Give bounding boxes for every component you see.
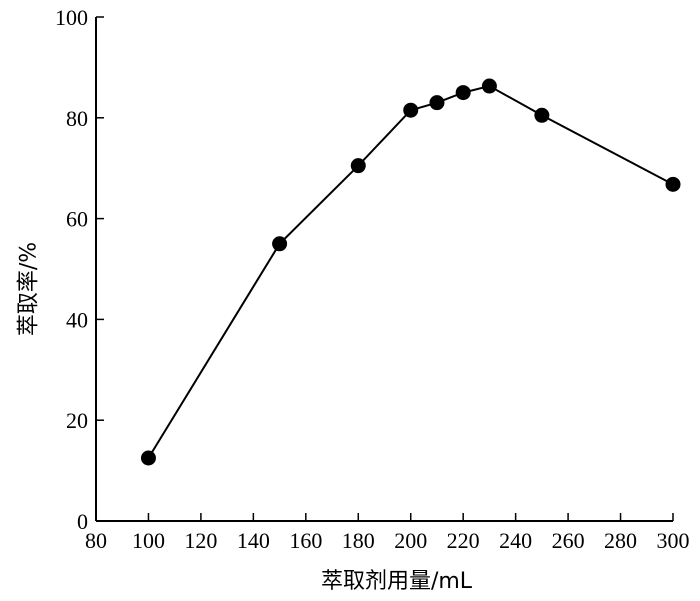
x-tick-label: 240	[499, 528, 532, 553]
x-tick-label: 260	[552, 528, 585, 553]
data-point	[140, 450, 156, 466]
series-layer	[140, 78, 681, 466]
data-point	[429, 95, 445, 111]
x-ticks: 80 100 120 140 160 180 200 220 240 260 280 300	[85, 513, 690, 553]
y-tick-label: 20	[66, 408, 88, 433]
y-tick-label: 80	[66, 106, 88, 131]
series-line	[147, 84, 674, 459]
y-ticks: 0 20 40 60 80 100	[55, 5, 104, 534]
data-point	[534, 107, 550, 123]
y-tick-label: 60	[66, 207, 88, 232]
x-tick-label: 120	[184, 528, 217, 553]
y-tick-label: 0	[77, 509, 88, 534]
data-point	[272, 236, 288, 252]
x-tick-label: 300	[657, 528, 690, 553]
x-tick-label: 200	[394, 528, 427, 553]
x-tick-label: 140	[237, 528, 270, 553]
x-tick-label: 80	[85, 528, 107, 553]
x-tick-label: 280	[604, 528, 637, 553]
x-tick-label: 180	[342, 528, 375, 553]
axes	[95, 17, 673, 522]
data-point	[481, 78, 497, 94]
x-tick-label: 160	[289, 528, 322, 553]
data-point	[350, 158, 366, 174]
y-axis-title: 萃取率/%	[17, 242, 42, 336]
y-tick-label: 100	[55, 5, 88, 30]
x-tick-label: 100	[132, 528, 165, 553]
y-tick-label: 40	[66, 307, 88, 332]
x-axis-title: 萃取剂用量/mL	[321, 569, 473, 594]
x-tick-label: 220	[447, 528, 480, 553]
data-point	[455, 85, 471, 101]
data-point	[665, 176, 681, 192]
data-point	[403, 102, 419, 118]
